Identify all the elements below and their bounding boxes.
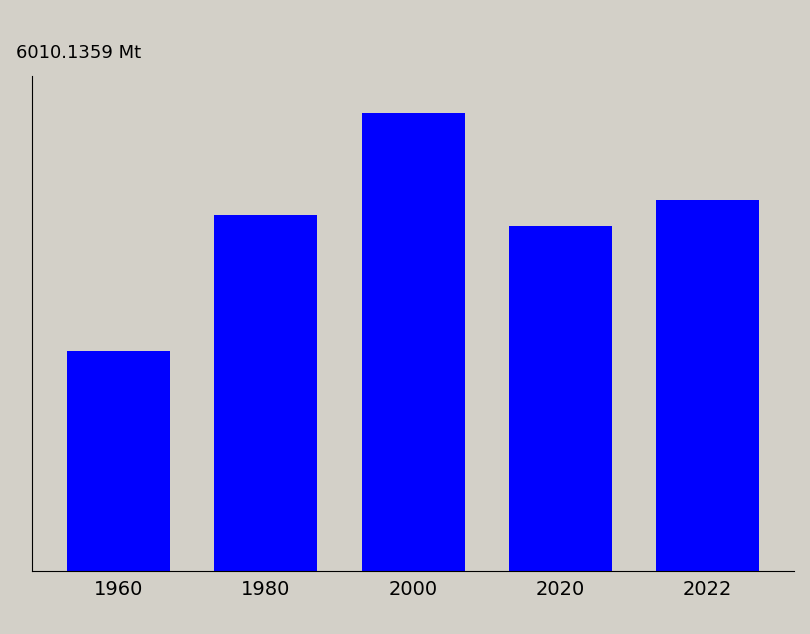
Bar (509, 226, 612, 571)
Bar (361, 113, 465, 571)
Bar (67, 351, 170, 571)
Bar (656, 200, 759, 571)
Bar (215, 214, 318, 571)
Text: 6010.1359 Mt: 6010.1359 Mt (16, 44, 141, 62)
